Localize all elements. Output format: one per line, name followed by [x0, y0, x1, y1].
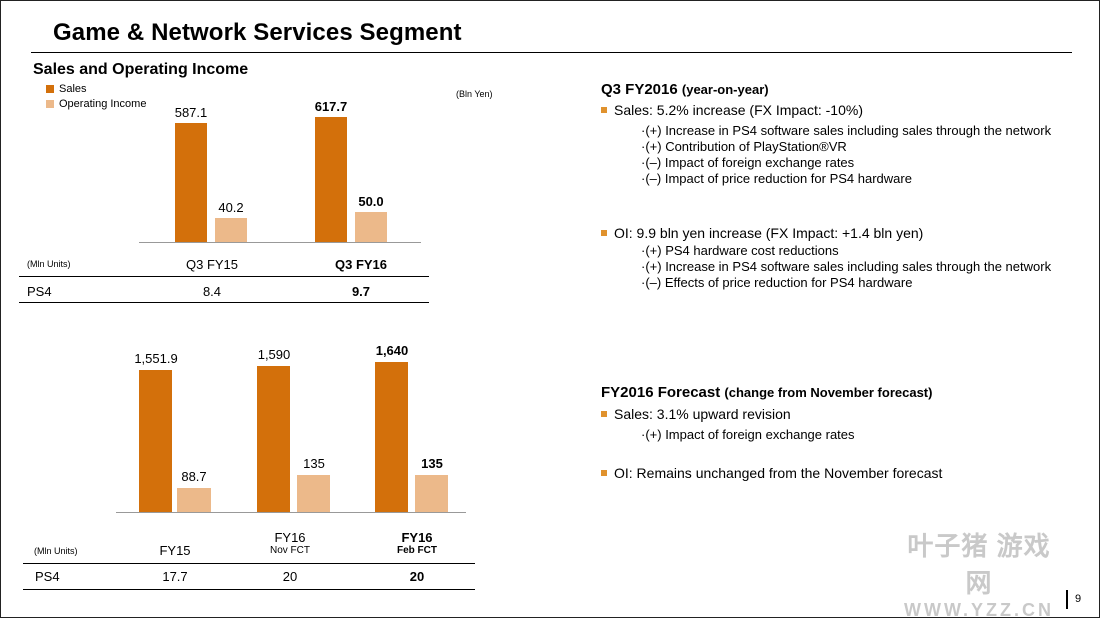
q3-oi-line: OI: 9.9 bln yen increase (FX Impact: +1.…	[614, 225, 924, 241]
bar-oi-q3fy15	[215, 218, 247, 242]
bottom-table-rule-bottom	[23, 589, 475, 590]
label-oi-fy15: 88.7	[181, 469, 207, 484]
bottom-table-rule-top	[23, 563, 475, 564]
label-oi-fy16-nov: 135	[303, 456, 325, 471]
bottom-table-row-label: PS4	[35, 569, 60, 584]
q3-section-title: Q3 FY2016 (year-on-year)	[601, 81, 769, 98]
cat-fy16-nov-main: FY16	[274, 530, 306, 545]
top-table-ps4-q3fy15: 8.4	[202, 284, 222, 299]
q3-oi-point-1: ·(+) PS4 hardware cost reductions	[641, 243, 839, 258]
fy-oi-bullet: OI: Remains unchanged from the November …	[601, 465, 942, 481]
top-table-rule-top	[19, 276, 429, 277]
q3-sales-bullet: Sales: 5.2% increase (FX Impact: -10%)	[601, 102, 863, 118]
cat-q3fy16: Q3 FY16	[334, 257, 388, 272]
legend-oi-label: Operating Income	[59, 98, 147, 110]
cat-fy16-nov: FY16 Nov FCT	[235, 530, 345, 556]
q3-sales-line: Sales: 5.2% increase (FX Impact: -10%)	[614, 102, 863, 118]
bar-oi-fy15	[177, 488, 211, 512]
top-table-unit: (Mln Units)	[27, 259, 71, 269]
cat-fy15: FY15	[120, 543, 230, 558]
top-chart-axis	[139, 242, 421, 243]
watermark-bottom: WWW.YZZ.CN	[904, 600, 1054, 618]
q3-oi-bullet: OI: 9.9 bln yen increase (FX Impact: +1.…	[601, 225, 923, 241]
label-sales-fy16-nov: 1,590	[257, 347, 291, 362]
bar-sales-fy16-nov	[257, 366, 290, 512]
label-sales-q3fy15: 587.1	[174, 105, 208, 120]
bullet-icon	[601, 411, 607, 417]
page-title: Game & Network Services Segment	[53, 19, 462, 46]
cat-fy16-feb-sub: Feb FCT	[397, 545, 437, 556]
fy-oi-line: OI: Remains unchanged from the November …	[614, 465, 943, 481]
watermark: 叶子猪 游戏网 WWW.YZZ.CN	[899, 526, 1059, 618]
bullet-icon	[601, 107, 607, 113]
label-sales-q3fy16: 617.7	[314, 99, 348, 114]
label-oi-q3fy15: 40.2	[218, 200, 244, 215]
bottom-table-unit: (Mln Units)	[34, 546, 78, 556]
bar-sales-q3fy16	[315, 117, 347, 242]
legend-operating-income: Operating Income	[46, 98, 146, 110]
cat-fy16-feb-main: FY16	[401, 530, 433, 545]
label-oi-q3fy16: 50.0	[358, 194, 384, 209]
label-sales-fy15: 1,551.9	[134, 351, 178, 366]
bottom-table-ps4-fy15: 17.7	[162, 569, 188, 584]
unit-bln-yen: (Bln Yen)	[456, 89, 493, 99]
watermark-top: 叶子猪 游戏网	[907, 531, 1051, 598]
fy-section-title: FY2016 Forecast (change from November fo…	[601, 384, 932, 401]
page-number-bar	[1066, 590, 1068, 609]
q3-title: Q3 FY2016	[601, 81, 678, 98]
cat-fy16-feb: FY16 Feb FCT	[362, 530, 472, 556]
bar-sales-q3fy15	[175, 123, 207, 242]
top-table-ps4-q3fy16: 9.7	[351, 284, 371, 299]
cat-fy15-main: FY15	[159, 543, 191, 558]
q3-oi-point-2: ·(+) Increase in PS4 software sales incl…	[641, 259, 1052, 274]
q3-sales-point-4: ·(–) Impact of price reduction for PS4 h…	[641, 171, 912, 186]
bottom-chart-axis	[116, 512, 466, 513]
q3-sales-point-1: ·(+) Increase in PS4 software sales incl…	[641, 123, 1052, 138]
top-table-row-label: PS4	[27, 284, 52, 299]
fy-title: FY2016 Forecast	[601, 384, 721, 401]
bottom-table-ps4-fy16-nov: 20	[282, 569, 298, 584]
bullet-icon	[601, 230, 607, 236]
bullet-icon	[601, 470, 607, 476]
label-sales-fy16-feb: 1,640	[375, 343, 409, 358]
bar-oi-fy16-nov	[297, 475, 330, 512]
legend-oi-swatch	[46, 100, 54, 108]
legend-sales-label: Sales	[59, 83, 87, 95]
bottom-table-ps4-fy16-feb: 20	[409, 569, 425, 584]
fy-sales-bullet: Sales: 3.1% upward revision	[601, 406, 791, 422]
cat-q3fy15: Q3 FY15	[185, 257, 239, 272]
fy-sales-line: Sales: 3.1% upward revision	[614, 406, 791, 422]
legend-sales: Sales	[46, 83, 87, 95]
cat-fy16-nov-sub: Nov FCT	[270, 545, 310, 556]
legend-sales-swatch	[46, 85, 54, 93]
bar-sales-fy15	[139, 370, 172, 512]
top-table-rule-bottom	[19, 302, 429, 303]
label-oi-fy16-feb: 135	[421, 456, 443, 471]
title-divider	[31, 52, 1072, 53]
chart-section-title: Sales and Operating Income	[33, 61, 249, 78]
bar-oi-q3fy16	[355, 212, 387, 242]
q3-sales-point-3: ·(–) Impact of foreign exchange rates	[641, 155, 855, 170]
fy-title-note: (change from November forecast)	[724, 385, 933, 400]
page-number: 9	[1075, 593, 1082, 605]
bar-sales-fy16-feb	[375, 362, 408, 512]
q3-title-note: (year-on-year)	[681, 82, 769, 97]
bar-oi-fy16-feb	[415, 475, 448, 512]
q3-sales-point-2: ·(+) Contribution of PlayStation®VR	[641, 139, 847, 154]
fy-sales-point-1: ·(+) Impact of foreign exchange rates	[641, 427, 855, 442]
q3-oi-point-3: ·(–) Effects of price reduction for PS4 …	[641, 275, 913, 290]
